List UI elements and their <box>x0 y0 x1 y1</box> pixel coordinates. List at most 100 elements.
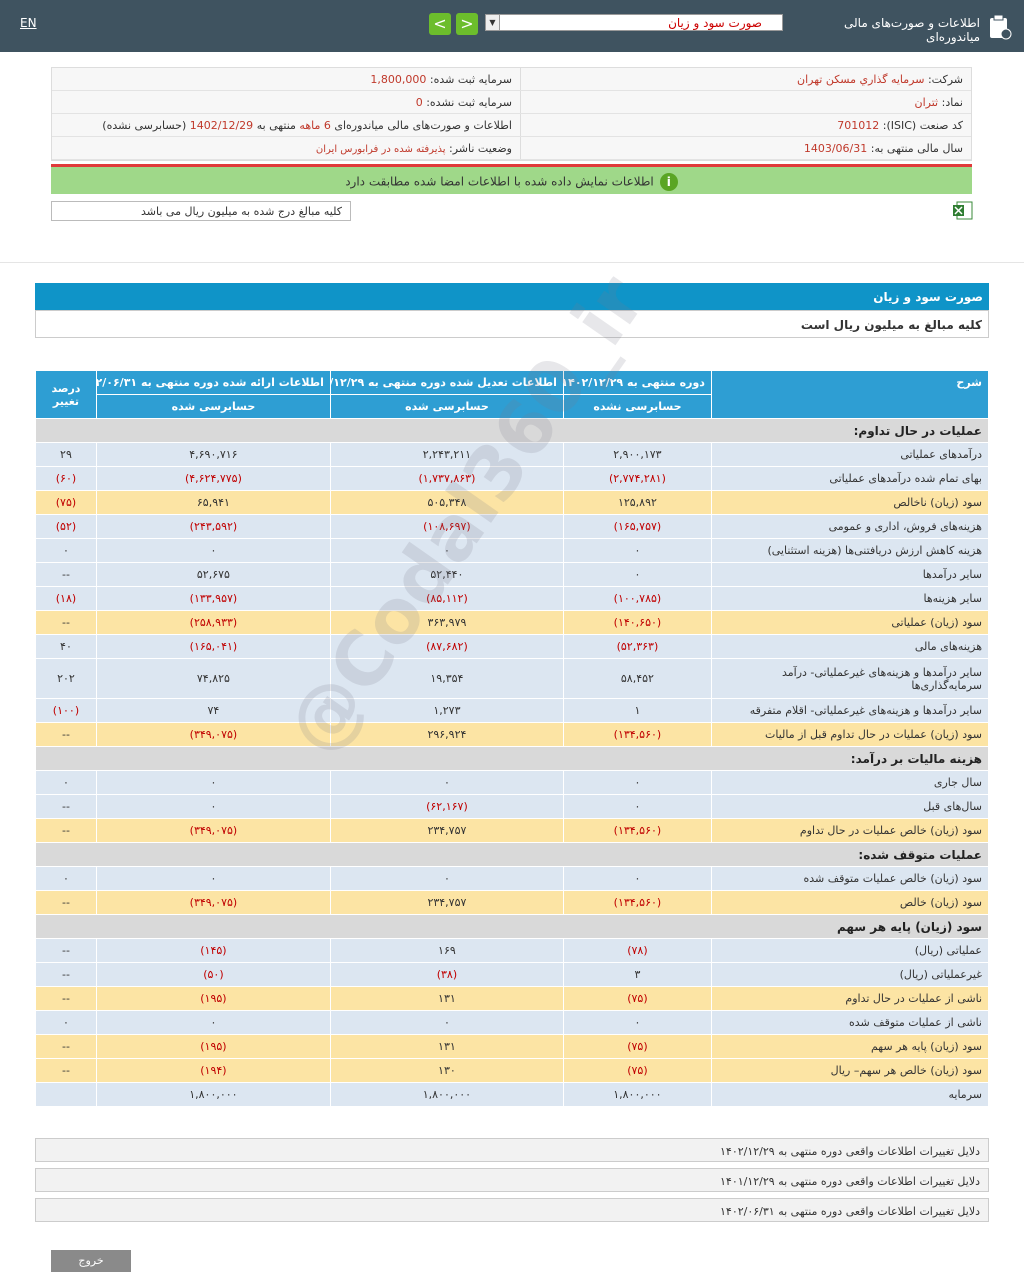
table-row: هزینه‌های مالی (۵۲,۳۶۳) (۸۷,۶۸۲) (۱۶۵,۰۴۱) ۴… <box>35 634 990 659</box>
table-row: هزینه‌های فروش، اداری و عمومی (۱۶۵,۷۵۷) (۱… <box>35 514 990 539</box>
header-title: اطلاعات و صورت‌های مالی میاندوره‌ای <box>844 16 980 44</box>
row-label: سود (زیان) خالص عملیات متوقف شده <box>710 866 990 891</box>
cell-change: ۰ <box>35 538 97 563</box>
row-label: هزینه‌های فروش، اداری و عمومی <box>710 514 990 539</box>
cell-value: (۵۰) <box>95 962 331 987</box>
section-subtitle: کلیه مبالغ به میلیون ریال است <box>35 310 989 338</box>
cell-value: ۱۲۵,۸۹۲ <box>562 490 712 515</box>
cell-value: ۷۴,۸۲۵ <box>95 658 331 699</box>
cell-value: (۱,۷۳۷,۸۶۳) <box>329 466 564 491</box>
value: 701012 <box>837 119 880 132</box>
label: منتهی به <box>256 119 296 132</box>
cell-value: ۳۶۳,۹۷۹ <box>329 610 564 635</box>
value: 0 <box>415 96 423 109</box>
header-row: شرح دوره منتهی به ۱۴۰۲/۱۲/۲۹ اطلاعات تعدیل… <box>35 370 990 419</box>
cell-value: (۳۴۹,۰۷۵) <box>95 890 331 915</box>
cell-value: ۰ <box>95 1010 331 1035</box>
cell-change: -- <box>35 562 97 587</box>
label: شرکت: <box>927 73 963 86</box>
cell-change: (۵۲) <box>35 514 97 539</box>
select-arrow[interactable]: ▼ <box>486 15 500 30</box>
cell-value: (۱۰۰,۷۸۵) <box>562 586 712 611</box>
table-row: سایر درآمدها ۰ ۵۲,۴۴۰ ۵۲,۶۷۵ -- <box>35 562 990 587</box>
cell-value: ۱,۸۰۰,۰۰۰ <box>95 1082 331 1107</box>
cell-value: ۱۳۰ <box>329 1058 564 1083</box>
row-label: سال‌های قبل <box>710 794 990 819</box>
cell-value: ۱۳۱ <box>329 1034 564 1059</box>
row-label: درآمدهای عملیاتی <box>710 442 990 467</box>
row-label: سایر درآمدها و هزینه‌های غیرعملیاتی- درآ… <box>710 658 990 699</box>
table-row: سود (زیان) خالص (۱۳۴,۵۶۰) ۲۳۴,۷۵۷ (۳۴۹,۰۷۵)… <box>35 890 990 915</box>
cell-value: ۵۸,۴۵۲ <box>562 658 712 699</box>
cell-value: (۷۵) <box>562 1058 712 1083</box>
header-row: حسابرسی نشده حسابرسی شده حسابرسی شده <box>36 394 989 419</box>
cell-value: (۲,۷۷۴,۲۸۱) <box>562 466 712 491</box>
label: سرمایه ثبت شده: <box>429 73 512 86</box>
header-cell: دوره منتهی به ۱۴۰۲/۱۲/۲۹ <box>562 370 712 395</box>
cell-value: ۰ <box>562 538 712 563</box>
value: ثتران <box>914 96 939 109</box>
table-row: سود (زیان) ناخالص ۱۲۵,۸۹۲ ۵۰۵,۳۴۸ ۶۵,۹۴۱ (۷۵… <box>35 490 990 515</box>
prev-button[interactable]: < <box>429 13 451 35</box>
cell-value: (۱۰۸,۶۹۷) <box>329 514 564 539</box>
cell-value: ۰ <box>562 1010 712 1035</box>
section-title: صورت سود و زیان <box>35 283 989 310</box>
cell-empty <box>35 1082 97 1107</box>
info-icon: i <box>659 173 678 191</box>
table-row: سایر هزینه‌ها (۱۰۰,۷۸۵) (۸۵,۱۱۲) (۱۳۳,۹۵۷)(… <box>35 586 990 611</box>
table-row: سایر درآمدها و هزینه‌های غیرعملیاتی- درآ… <box>35 658 990 699</box>
label: سال مالی منتهی به: <box>870 142 963 155</box>
cell-value: ۵۲,۶۷۵ <box>95 562 331 587</box>
section-label: هزینه مالیات بر درآمد: <box>35 746 989 771</box>
row-label: بهای تمام شده درآمدهای عملیاتی <box>710 466 990 491</box>
cell-change: -- <box>35 986 97 1011</box>
row-label: ناشی از عملیات در حال تداوم <box>710 986 990 1011</box>
row-label: سود (زیان) خالص عملیات در حال تداوم <box>710 818 990 843</box>
exit-button[interactable]: خروج <box>51 1250 131 1272</box>
cell-value: (۱۴۵) <box>95 938 331 963</box>
next-button[interactable]: > <box>456 13 478 35</box>
subheader-cell: حسابرسی شده <box>329 394 564 419</box>
row-label: سود (زیان) پایه هر سهم <box>710 1034 990 1059</box>
report-select[interactable]: صورت سود و زیان <box>485 14 783 31</box>
cell-value: (۱۹۵) <box>95 1034 331 1059</box>
excel-icon[interactable] <box>952 200 974 221</box>
cell-change: ۰ <box>35 866 97 891</box>
section-label: عملیات در حال تداوم: <box>35 418 989 443</box>
cell-value: (۳۸) <box>329 962 564 987</box>
row-label: سود (زیان) عملیات در حال تداوم قبل از ما… <box>710 722 990 747</box>
cell-value: ۰ <box>95 770 331 795</box>
value: پذیرفته شده در فرابورس ایران <box>315 144 446 155</box>
table-row: سایر درآمدها و هزینه‌های غیرعملیاتی- اقل… <box>35 698 990 723</box>
cell-change: -- <box>35 722 97 747</box>
cell-value: ۱۳۱ <box>329 986 564 1011</box>
cell-change: (۱۰۰) <box>35 698 97 723</box>
section-label: سود (زیان) پایه هر سهم <box>35 914 989 939</box>
cell-value: ۰ <box>329 538 564 563</box>
cell-value: ۰ <box>562 562 712 587</box>
label: وضعیت ناشر: <box>449 142 512 155</box>
income-table: شرح دوره منتهی به ۱۴۰۲/۱۲/۲۹ اطلاعات تعدیل… <box>35 370 990 1107</box>
table-row: سود (زیان) خالص عملیات متوقف شده ۰ ۰ ۰ ۰ <box>35 866 990 891</box>
info-box: شرکت: سرمايه گذاري مسكن تهران سرمایه ثبت … <box>51 67 972 161</box>
reason-link[interactable]: دلایل تغییرات اطلاعات واقعی دوره منتهی ب… <box>35 1198 989 1222</box>
cell-change: -- <box>35 890 97 915</box>
header-cell: اطلاعات تعدیل شده دوره منتهی به ۱۴۰۱/۱۲/… <box>329 370 564 395</box>
reason-link[interactable]: دلایل تغییرات اطلاعات واقعی دوره منتهی ب… <box>35 1168 989 1192</box>
cell-change: -- <box>35 1034 97 1059</box>
cell-value: (۱۴۰,۶۵۰) <box>562 610 712 635</box>
row-label: سود (زیان) ناخالص <box>710 490 990 515</box>
lang-switch[interactable]: EN <box>20 16 37 30</box>
table-row: سود (زیان) خالص عملیات در حال تداوم (۱۳۴,… <box>35 818 990 843</box>
row-label: عملیاتی (ریال) <box>710 938 990 963</box>
cell-change: ۰ <box>35 1010 97 1035</box>
cell-value: (۵۲,۳۶۳) <box>562 634 712 659</box>
cell-change: (۶۰) <box>35 466 97 491</box>
alert: i اطلاعات نمایش داده شده با اطلاعات امضا … <box>51 164 972 194</box>
cell-value: (۲۴۳,۵۹۲) <box>95 514 331 539</box>
reason-link[interactable]: دلایل تغییرات اطلاعات واقعی دوره منتهی ب… <box>35 1138 989 1162</box>
table-row: غیرعملیاتی (ریال) ۳ (۳۸) (۵۰) -- <box>35 962 990 987</box>
cell-change: ۲۰۲ <box>35 658 97 699</box>
row-label: ناشی از عملیات متوقف شده <box>710 1010 990 1035</box>
